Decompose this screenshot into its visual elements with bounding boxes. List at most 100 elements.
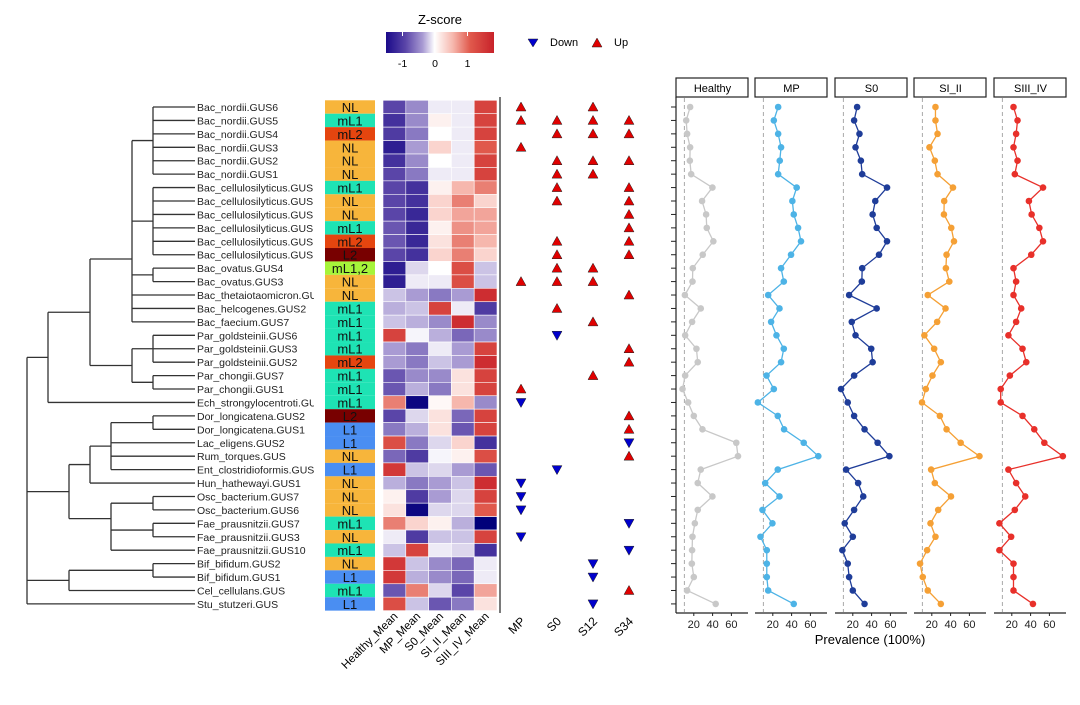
prevalence-point: [922, 385, 930, 393]
prevalence-point: [947, 224, 955, 232]
heatmap-cell: [428, 462, 452, 477]
prevalence-point: [936, 412, 944, 420]
prevalence-point: [976, 452, 983, 460]
prevalence-point: [1012, 318, 1020, 326]
colorbar-tick-label: -1: [398, 58, 407, 70]
prevalence-point: [761, 479, 769, 487]
prevalence-point: [950, 238, 958, 245]
prevalence-point: [790, 211, 798, 218]
heatmap-cell: [405, 408, 429, 423]
prevalence-point: [764, 587, 772, 594]
prevalence-point: [930, 345, 938, 353]
cluster-cell: [325, 503, 375, 517]
row-label: Bac_cellulosilyticus.GUS: [197, 223, 313, 235]
heatmap-cell: [451, 220, 475, 235]
prevalence-point: [683, 130, 691, 138]
heatmap-cell: [405, 489, 429, 504]
row-label: Par_chongii.GUS7: [197, 371, 284, 383]
cluster-label: L1: [343, 570, 357, 585]
prevalence-point: [916, 560, 924, 567]
prevalence-point: [777, 143, 785, 151]
prevalence-point: [1012, 479, 1020, 487]
prevalence-line: [919, 107, 981, 605]
heatmap-cell: [451, 556, 475, 571]
prevalence-point: [702, 211, 710, 218]
row-label: Bac_nordii.GUS4: [197, 129, 278, 141]
x-tick-label: 60: [725, 619, 737, 631]
cluster-label: NL: [342, 167, 359, 182]
prevalence-point: [709, 493, 716, 500]
heatmap-cell: [382, 167, 407, 182]
prevalence-point: [1039, 184, 1047, 191]
prevalence-point: [774, 103, 782, 111]
cluster-cell: [325, 261, 375, 275]
prevalence-point: [710, 238, 717, 245]
heatmap-cell: [405, 395, 429, 410]
change-column-label: MP: [505, 614, 528, 637]
heatmap-cell: [473, 126, 498, 141]
heatmap-cell: [428, 368, 452, 383]
up-triangle-icon: [623, 289, 635, 300]
up-legend-icon: [591, 37, 603, 48]
heatmap-cell: [473, 207, 498, 222]
prevalence-point: [682, 117, 690, 124]
cluster-label: NL: [342, 207, 359, 222]
heatmap-cell: [382, 314, 407, 329]
x-tick-label: 60: [804, 619, 816, 631]
prevalence-point: [943, 426, 950, 433]
row-label: Ech_strongylocentroti.GU: [197, 397, 317, 409]
heatmap-cell: [473, 543, 498, 558]
prevalence-point: [1025, 197, 1033, 205]
heatmap-cell: [405, 368, 429, 383]
change-column-label: S12: [575, 614, 600, 639]
prevalence-point: [703, 224, 711, 232]
prevalence-point: [774, 130, 782, 138]
heatmap-cell: [473, 422, 498, 437]
prevalence-point: [854, 479, 862, 487]
prevalence-point: [1019, 412, 1026, 420]
cluster-label: mL1: [337, 342, 362, 357]
prevalence-point: [858, 264, 866, 272]
prevalence-point: [858, 278, 866, 285]
heatmap-cell: [382, 341, 407, 356]
up-triangle-icon: [587, 316, 599, 327]
heatmap-cell: [428, 489, 452, 504]
cluster-label: mL1: [337, 395, 362, 410]
up-triangle-icon: [623, 195, 635, 206]
up-triangle-icon: [623, 249, 635, 259]
heatmap-cell: [428, 140, 452, 155]
prevalence-point: [1017, 305, 1025, 312]
colorbar-tick-label: 1: [465, 58, 471, 70]
row-label: Bac_ovatus.GUS3: [197, 277, 284, 289]
cluster-label: L2: [343, 248, 357, 263]
cluster-cell: [325, 368, 375, 383]
down-triangle-icon: [515, 478, 527, 489]
heatmap-cell: [405, 435, 429, 450]
row-label: Ent_clostridioformis.GUS: [197, 465, 314, 477]
heatmap-cell: [451, 529, 475, 544]
heatmap-cell: [473, 529, 498, 544]
heatmap-cell: [428, 529, 452, 544]
prevalence-point: [844, 560, 852, 567]
heatmap-cell: [473, 462, 498, 477]
prevalence-point: [850, 412, 858, 420]
heatmap-cell: [428, 126, 452, 141]
heatmap-cell: [382, 301, 407, 316]
prevalence-point: [690, 573, 698, 581]
heatmap-cell: [451, 570, 475, 585]
cluster-label: NL: [342, 194, 359, 209]
cluster-label: L1: [343, 463, 357, 478]
up-triangle-icon: [515, 383, 527, 394]
prevalence-point: [1006, 372, 1014, 379]
up-triangle-icon: [515, 141, 527, 152]
prevalence-point: [780, 345, 788, 353]
prevalence-point: [918, 399, 926, 406]
x-tick-label: 20: [688, 619, 700, 631]
heatmap-cell: [428, 113, 452, 128]
heatmap-cell: [382, 516, 407, 531]
prevalence-point: [923, 546, 931, 554]
heatmap-cell: [405, 449, 429, 464]
facet-strip: [675, 77, 749, 98]
prevalence-point: [943, 251, 950, 259]
x-tick-label: 60: [963, 619, 975, 631]
